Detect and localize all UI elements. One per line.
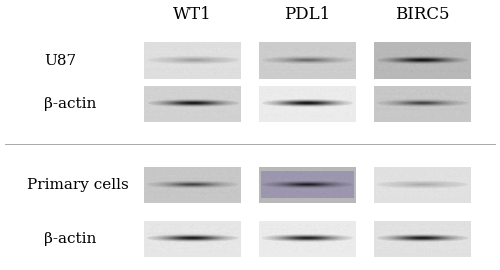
Text: β-actin: β-actin — [44, 97, 96, 111]
Bar — [144, 167, 241, 203]
Bar — [259, 86, 356, 122]
Text: U87: U87 — [44, 54, 76, 68]
Bar — [259, 42, 356, 79]
Bar — [374, 221, 471, 257]
Bar — [144, 42, 241, 79]
Text: PDL1: PDL1 — [284, 6, 331, 23]
Text: Primary cells: Primary cells — [26, 178, 128, 192]
Bar — [374, 42, 471, 79]
Bar — [144, 86, 241, 122]
Bar — [259, 221, 356, 257]
Text: BIRC5: BIRC5 — [395, 6, 450, 23]
Bar — [374, 167, 471, 203]
Bar — [259, 167, 356, 203]
Text: β-actin: β-actin — [44, 232, 96, 246]
Bar — [144, 221, 241, 257]
Bar — [374, 86, 471, 122]
Text: WT1: WT1 — [173, 6, 212, 23]
